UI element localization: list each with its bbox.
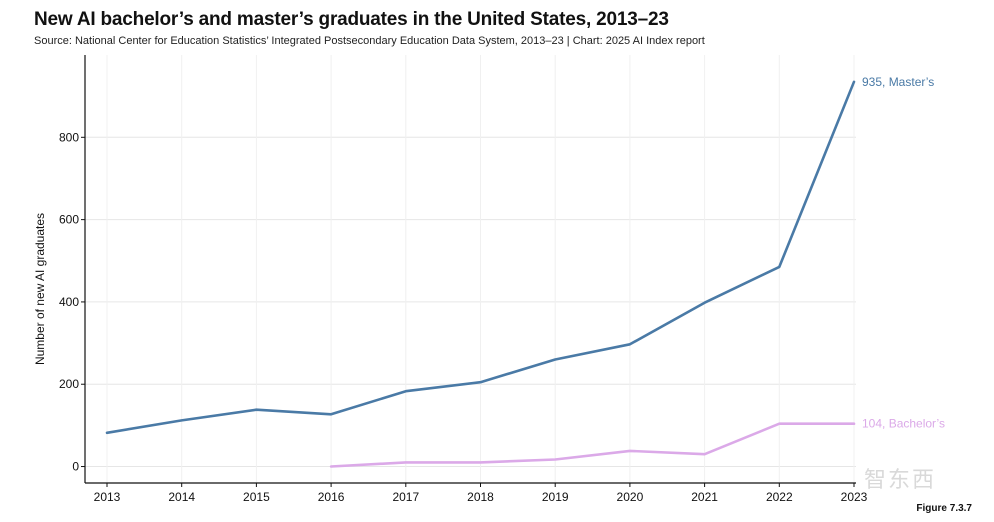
- data-point-master-s-2023: [853, 81, 856, 84]
- x-axis-ticks: 2013 2014 2015 2016 2017 2018 2019 2020 2021 2022…: [94, 483, 868, 504]
- y-tick-label-800: 800: [59, 130, 79, 144]
- data-point-bachelor-s-2020: [629, 450, 632, 453]
- series-line-master-s: [105, 80, 856, 435]
- data-point-master-s-2015: [255, 408, 258, 411]
- data-point-master-s-2021: [703, 301, 706, 304]
- y-tick-label-600: 600: [59, 213, 79, 227]
- x-tick-label-2020: 2020: [617, 490, 644, 504]
- y-tick-label-200: 200: [59, 377, 79, 391]
- x-tick-label-2018: 2018: [467, 490, 494, 504]
- x-tick-label-2019: 2019: [542, 490, 569, 504]
- data-point-master-s-2013: [106, 432, 109, 435]
- series-line-bachelor-s: [329, 422, 856, 468]
- chart-title: New AI bachelor’s and master’s graduates…: [34, 9, 669, 30]
- figure-label: Figure 7.3.7: [916, 503, 972, 514]
- data-point-master-s-2014: [180, 419, 183, 422]
- data-point-master-s-2020: [629, 343, 632, 346]
- x-tick-label-2016: 2016: [318, 490, 345, 504]
- series-end-labels: 935, Master’s 104, Bachelor’s: [862, 75, 945, 431]
- data-point-master-s-2019: [554, 358, 557, 361]
- data-point-bachelor-s-2017: [405, 461, 408, 464]
- data-point-bachelor-s-2018: [479, 461, 482, 464]
- x-tick-label-2017: 2017: [392, 490, 419, 504]
- x-tick-label-2023: 2023: [841, 490, 868, 504]
- y-axis-ticks: 0 200 400 600 800: [59, 130, 85, 474]
- y-axis-title: Number of new AI graduates: [33, 213, 47, 365]
- data-point-master-s-2017: [405, 390, 408, 393]
- data-point-bachelor-s-2021: [703, 453, 706, 456]
- data-point-bachelor-s-2016: [330, 465, 333, 468]
- end-label-master-s: 935, Master’s: [862, 75, 934, 89]
- x-tick-label-2014: 2014: [168, 490, 195, 504]
- axes: [84, 55, 856, 484]
- grid-lines: [85, 55, 856, 483]
- x-tick-label-2021: 2021: [691, 490, 718, 504]
- watermark: 智东西: [864, 467, 937, 492]
- data-point-bachelor-s-2022: [778, 422, 781, 425]
- x-tick-label-2015: 2015: [243, 490, 270, 504]
- data-point-bachelor-s-2019: [554, 458, 557, 461]
- y-tick-label-0: 0: [72, 460, 79, 474]
- data-point-master-s-2018: [479, 381, 482, 384]
- y-tick-label-400: 400: [59, 295, 79, 309]
- data-point-master-s-2016: [330, 413, 333, 416]
- x-tick-label-2022: 2022: [766, 490, 793, 504]
- x-tick-label-2013: 2013: [94, 490, 121, 504]
- data-point-bachelor-s-2023: [853, 422, 856, 425]
- end-label-bachelor-s: 104, Bachelor’s: [862, 417, 945, 431]
- data-point-master-s-2022: [778, 266, 781, 269]
- series-lines: [105, 80, 856, 468]
- chart-subtitle: Source: National Center for Education St…: [34, 35, 705, 47]
